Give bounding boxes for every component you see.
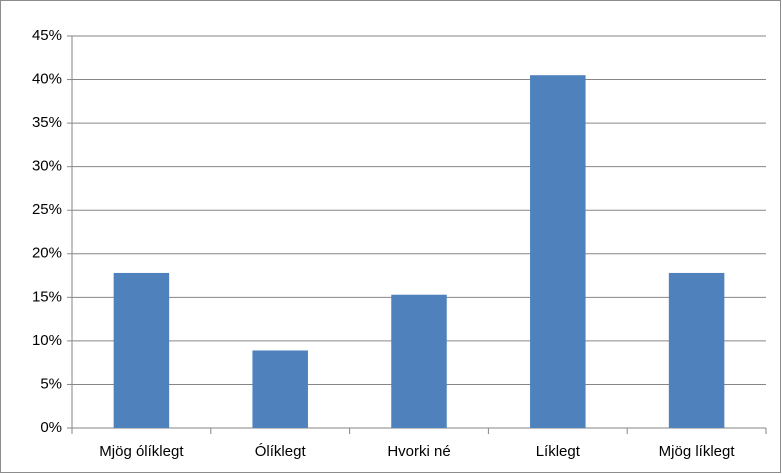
x-tick-label: Mjög líklegt [659,443,736,460]
x-tick-label: Mjög ólíklegt [99,443,184,460]
y-tick-label: 35% [32,114,62,131]
bar [668,272,725,428]
y-tick-label: 45% [32,27,62,44]
bar [252,350,308,428]
y-tick-label: 0% [40,419,62,436]
y-tick-label: 5% [40,375,62,392]
y-tick-label: 15% [32,288,62,305]
y-tick-label: 30% [32,158,62,175]
y-tick-label: 10% [32,332,62,349]
y-tick-label: 40% [32,71,62,88]
x-tick-label: Líklegt [536,443,581,460]
y-tick-label: 20% [32,245,62,262]
bar [391,294,447,428]
bar [113,272,170,428]
x-tick-label: Ólíklegt [255,443,307,460]
y-tick-label: 25% [32,201,62,218]
bar [530,75,586,428]
x-tick-label: Hvorki né [387,443,450,460]
